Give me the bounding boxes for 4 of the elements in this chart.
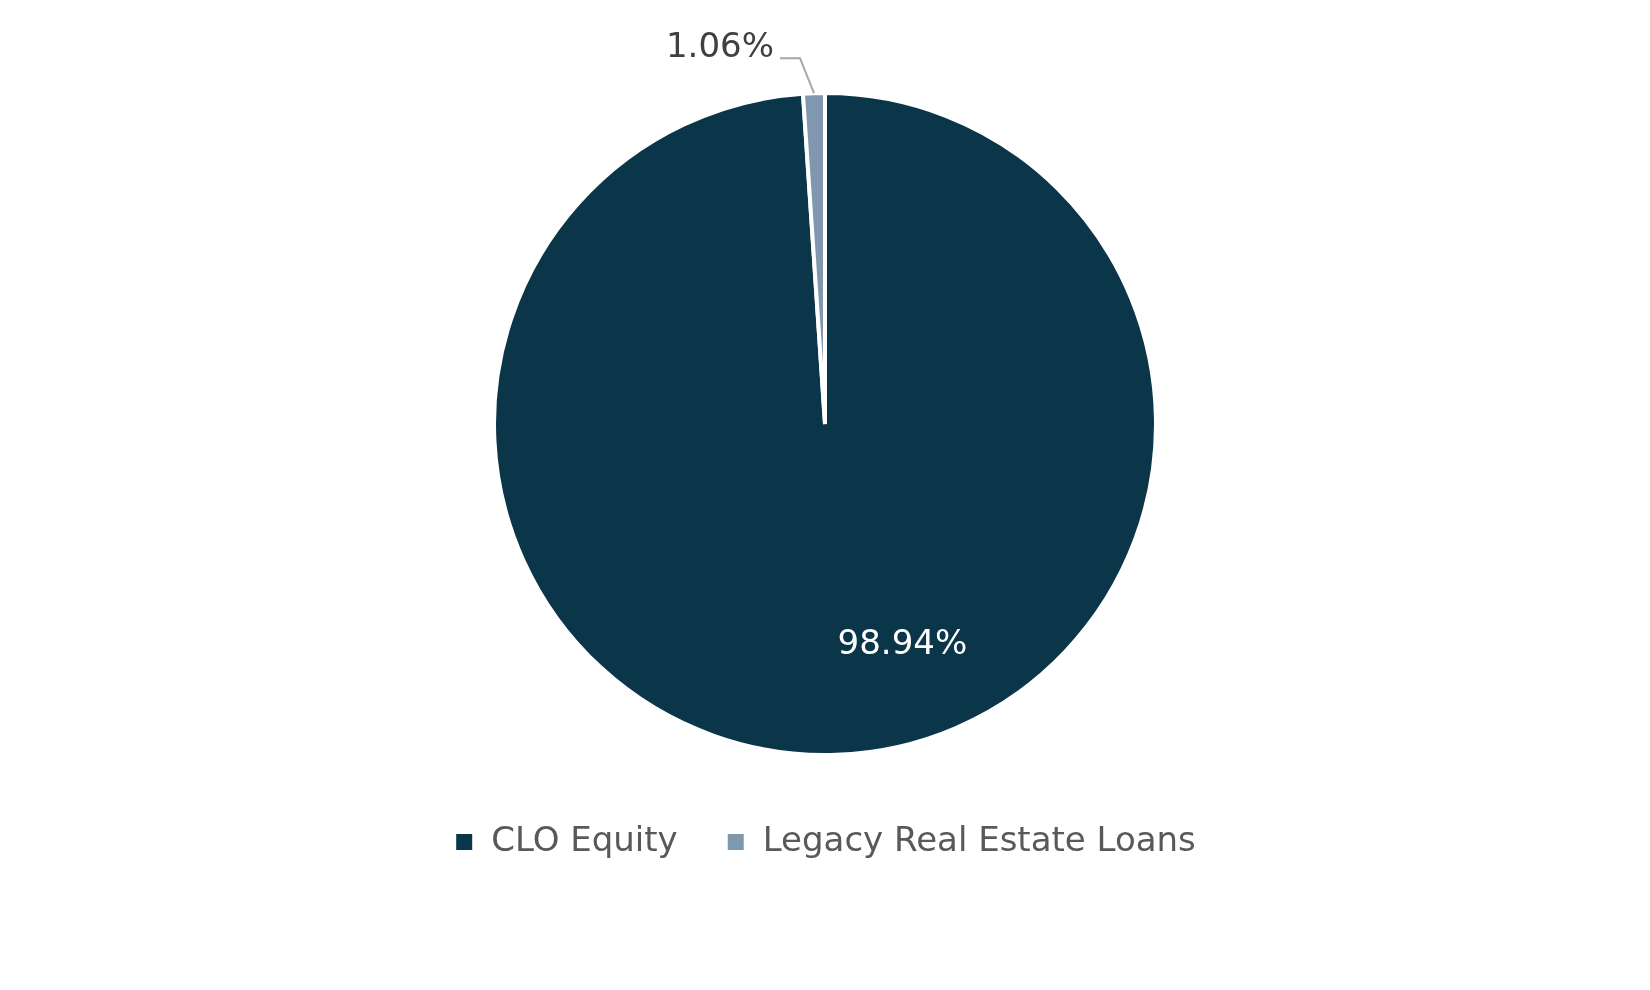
legend-label: CLO Equity [491,818,678,859]
data-label: 98.94% [837,622,968,663]
data-label: 1.06% [665,25,774,66]
legend-label: Legacy Real Estate Loans [762,818,1196,859]
